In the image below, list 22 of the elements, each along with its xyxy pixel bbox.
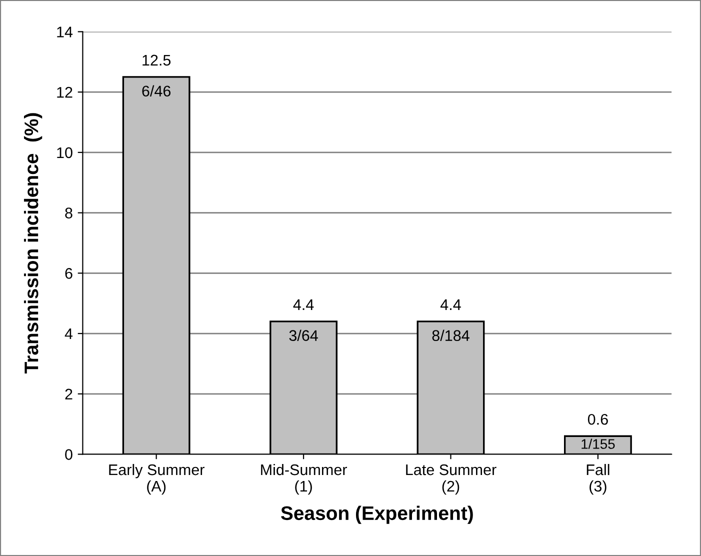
data-label: 12.5 xyxy=(142,54,171,66)
x-tick-label: Late Summer (2) xyxy=(406,464,496,495)
y-tick-label: 6 xyxy=(65,268,72,279)
y-tick-label: 14 xyxy=(57,26,73,38)
y-tick-label: 8 xyxy=(65,208,72,218)
data-label: 0.6 xyxy=(588,414,608,425)
y-tick-label: 12 xyxy=(57,86,72,98)
annotation: 3/64 xyxy=(289,330,318,342)
x-tick-label: Fall (3) xyxy=(586,464,610,495)
annotation: 8/184 xyxy=(432,330,470,342)
x-tick-label: Mid-Summer (1) xyxy=(261,464,347,495)
data-label: 4.4 xyxy=(440,299,461,310)
y-tick-label: 0 xyxy=(65,449,72,460)
annotation: 6/46 xyxy=(142,85,171,97)
y-tick-label: 10 xyxy=(57,147,72,158)
y-tick-label: 4 xyxy=(64,328,73,340)
data-label: 4.4 xyxy=(293,299,314,310)
x-tick-label: Early Summer (A) xyxy=(109,464,204,495)
y-axis-title: Transmission incidence (%) xyxy=(24,113,42,374)
y-tick-label: 2 xyxy=(65,388,72,400)
x-axis-title: Season (Experiment) xyxy=(280,506,473,524)
annotation: 1/155 xyxy=(582,438,615,449)
